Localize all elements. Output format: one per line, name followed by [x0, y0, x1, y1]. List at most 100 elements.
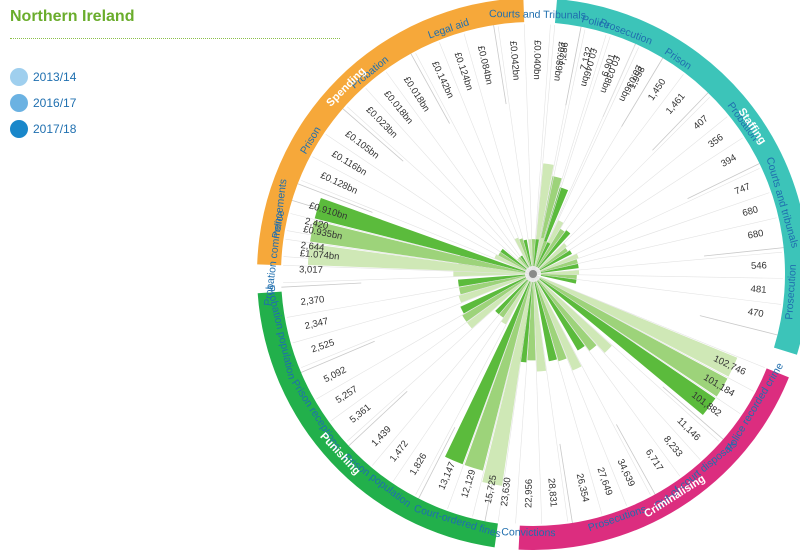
- group-separator: [565, 26, 582, 106]
- value-label-punishing-probation-commencements-1: 2,644: [300, 240, 325, 254]
- bar-punishing-probation-population-2: [458, 274, 526, 287]
- spoke-line: [447, 273, 534, 510]
- spoke-line: [285, 238, 534, 275]
- value-label-punishing-court-ordered-fines-0: 15,725: [483, 474, 499, 505]
- spoke-line: [532, 273, 765, 368]
- value-label-staffing-courts-and-tribunals-1: 680: [741, 204, 759, 219]
- bars-layer: [281, 24, 784, 524]
- value-label-staffing-courts-and-tribunals-2: 680: [747, 228, 765, 242]
- spoke-line: [497, 26, 534, 275]
- spoke-line: [463, 33, 534, 275]
- legend-label-2017-18: 2017/18: [33, 122, 77, 136]
- bar-criminalising-police-recorded-crime-1: [539, 277, 728, 397]
- spoke-line: [532, 217, 777, 275]
- bar-criminalising-prosecutions-2: [534, 281, 557, 362]
- bar-punishing-court-ordered-fines-1: [464, 281, 532, 471]
- spoke-line: [347, 273, 534, 442]
- group-separator: [662, 386, 724, 440]
- spoke-line: [497, 273, 534, 522]
- value-label-spending-courts-and-tribunals-2: £0.039bn: [551, 41, 567, 82]
- value-label-criminalising-convictions-2: 23,630: [499, 477, 513, 507]
- legend-item-2016-17: 2016/17: [10, 90, 76, 116]
- bar-staffing-probation-2: [539, 250, 572, 271]
- spoke-line: [532, 192, 770, 275]
- section-ring-spending: [257, 0, 525, 266]
- bar-spending-courts-and-tribunals-1: [531, 239, 536, 267]
- spoke-line: [532, 97, 710, 275]
- spoke-line: [392, 273, 534, 482]
- section-ring-criminalising: [518, 368, 789, 550]
- value-label-punishing-probation-population-1: 2,347: [304, 316, 330, 332]
- spoke-line: [532, 273, 627, 506]
- bar-spending-probation-0: [517, 258, 528, 269]
- value-label-staffing-prosecution-2: 470: [747, 306, 765, 320]
- spoke-line: [532, 273, 681, 477]
- bar-spending-prison-0: [494, 254, 526, 271]
- group-separator: [297, 183, 373, 213]
- spoke-line: [312, 156, 534, 275]
- value-label-spending-courts-and-tribunals-0: £0.042bn: [507, 40, 521, 80]
- value-label-staffing-prosecution-1: 481: [750, 284, 767, 296]
- bar-spending-courts-and-tribunals-2: [533, 239, 539, 267]
- spoke-line: [472, 273, 534, 517]
- bar-punishing-probation-population-0: [458, 276, 526, 303]
- group-separator: [616, 424, 656, 495]
- bar-spending-police-2: [314, 198, 526, 273]
- spoke-line: [532, 273, 741, 415]
- legend-swatch-2016-17: [10, 94, 28, 112]
- bar-punishing-prison-receptions-0: [466, 278, 528, 329]
- bar-punishing-prison-population-2: [495, 279, 528, 315]
- spoke-line: [415, 273, 534, 495]
- bar-spending-probation-2: [520, 255, 529, 268]
- group-separator: [342, 108, 404, 162]
- spoke-line: [532, 273, 651, 495]
- bar-staffing-courts-and-tribunals-2: [540, 263, 579, 273]
- spoke-line: [523, 24, 534, 275]
- bar-spending-police-0: [307, 243, 526, 274]
- bar-spending-legal-aid-0: [514, 237, 530, 267]
- bar-punishing-court-ordered-fines-0: [482, 281, 532, 486]
- group-separator: [418, 427, 456, 499]
- spoke-line: [532, 273, 603, 515]
- group-label-spending-courts-and-tribunals: Courts and Tribunals: [489, 8, 586, 22]
- group-separator: [300, 340, 375, 373]
- group-label-criminalising-convictions: Convictions: [501, 526, 555, 539]
- legend-label-2013-14: 2013/14: [33, 70, 77, 84]
- group-separator: [687, 163, 760, 199]
- bar-spending-prosecution-0: [534, 237, 545, 267]
- bar-spending-legal-aid-1: [519, 238, 531, 267]
- spoke-line: [532, 45, 635, 275]
- group-separator: [652, 92, 709, 151]
- spoke-line: [532, 273, 783, 279]
- bar-staffing-probation-0: [538, 243, 567, 269]
- spoke-line: [532, 273, 754, 392]
- spoke-line: [532, 273, 719, 442]
- value-label-staffing-prosecution-0: 546: [751, 260, 767, 272]
- legend-item-2017-18: 2017/18: [10, 116, 76, 142]
- group-separator: [704, 247, 784, 257]
- bar-punishing-prison-population-1: [499, 280, 529, 318]
- legend: 2013/14 2016/17 2017/18: [10, 64, 76, 142]
- bar-punishing-probation-population-1: [459, 275, 526, 295]
- bar-criminalising-convictions-0: [533, 281, 547, 372]
- bar-spending-prosecution-1: [535, 240, 548, 267]
- spoke-line: [532, 116, 728, 275]
- bar-staffing-prison-2: [537, 230, 571, 269]
- spoke-line: [532, 168, 760, 275]
- bar-staffing-prosecution-2: [540, 275, 577, 284]
- value-label-punishing-probation-commencements-2: 2,420: [304, 216, 330, 232]
- value-label-punishing-probation-commencements-0: 3,017: [299, 264, 323, 275]
- spoke-line: [372, 273, 534, 466]
- bar-criminalising-out-of-court-disposals-1: [537, 279, 597, 351]
- chart-title: Northern Ireland: [10, 8, 135, 25]
- bar-criminalising-police-recorded-crime-0: [540, 277, 738, 377]
- legend-label-2016-17: 2016/17: [33, 96, 77, 110]
- group-separator: [281, 282, 362, 288]
- spoke-line: [532, 24, 551, 275]
- bar-criminalising-prosecutions-1: [535, 281, 567, 362]
- bar-criminalising-out-of-court-disposals-2: [537, 280, 585, 351]
- value-label-punishing-probation-population-2: 2,370: [300, 294, 325, 308]
- bar-spending-prosecution-2: [536, 242, 551, 268]
- bar-criminalising-prosecutions-0: [536, 281, 582, 371]
